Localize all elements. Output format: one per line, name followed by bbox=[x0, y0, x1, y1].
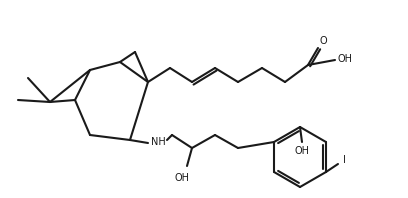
Text: OH: OH bbox=[175, 173, 189, 183]
Text: I: I bbox=[343, 155, 346, 165]
Text: O: O bbox=[320, 36, 328, 46]
Text: OH: OH bbox=[338, 54, 353, 64]
Text: NH: NH bbox=[151, 137, 165, 147]
Text: OH: OH bbox=[295, 146, 310, 156]
